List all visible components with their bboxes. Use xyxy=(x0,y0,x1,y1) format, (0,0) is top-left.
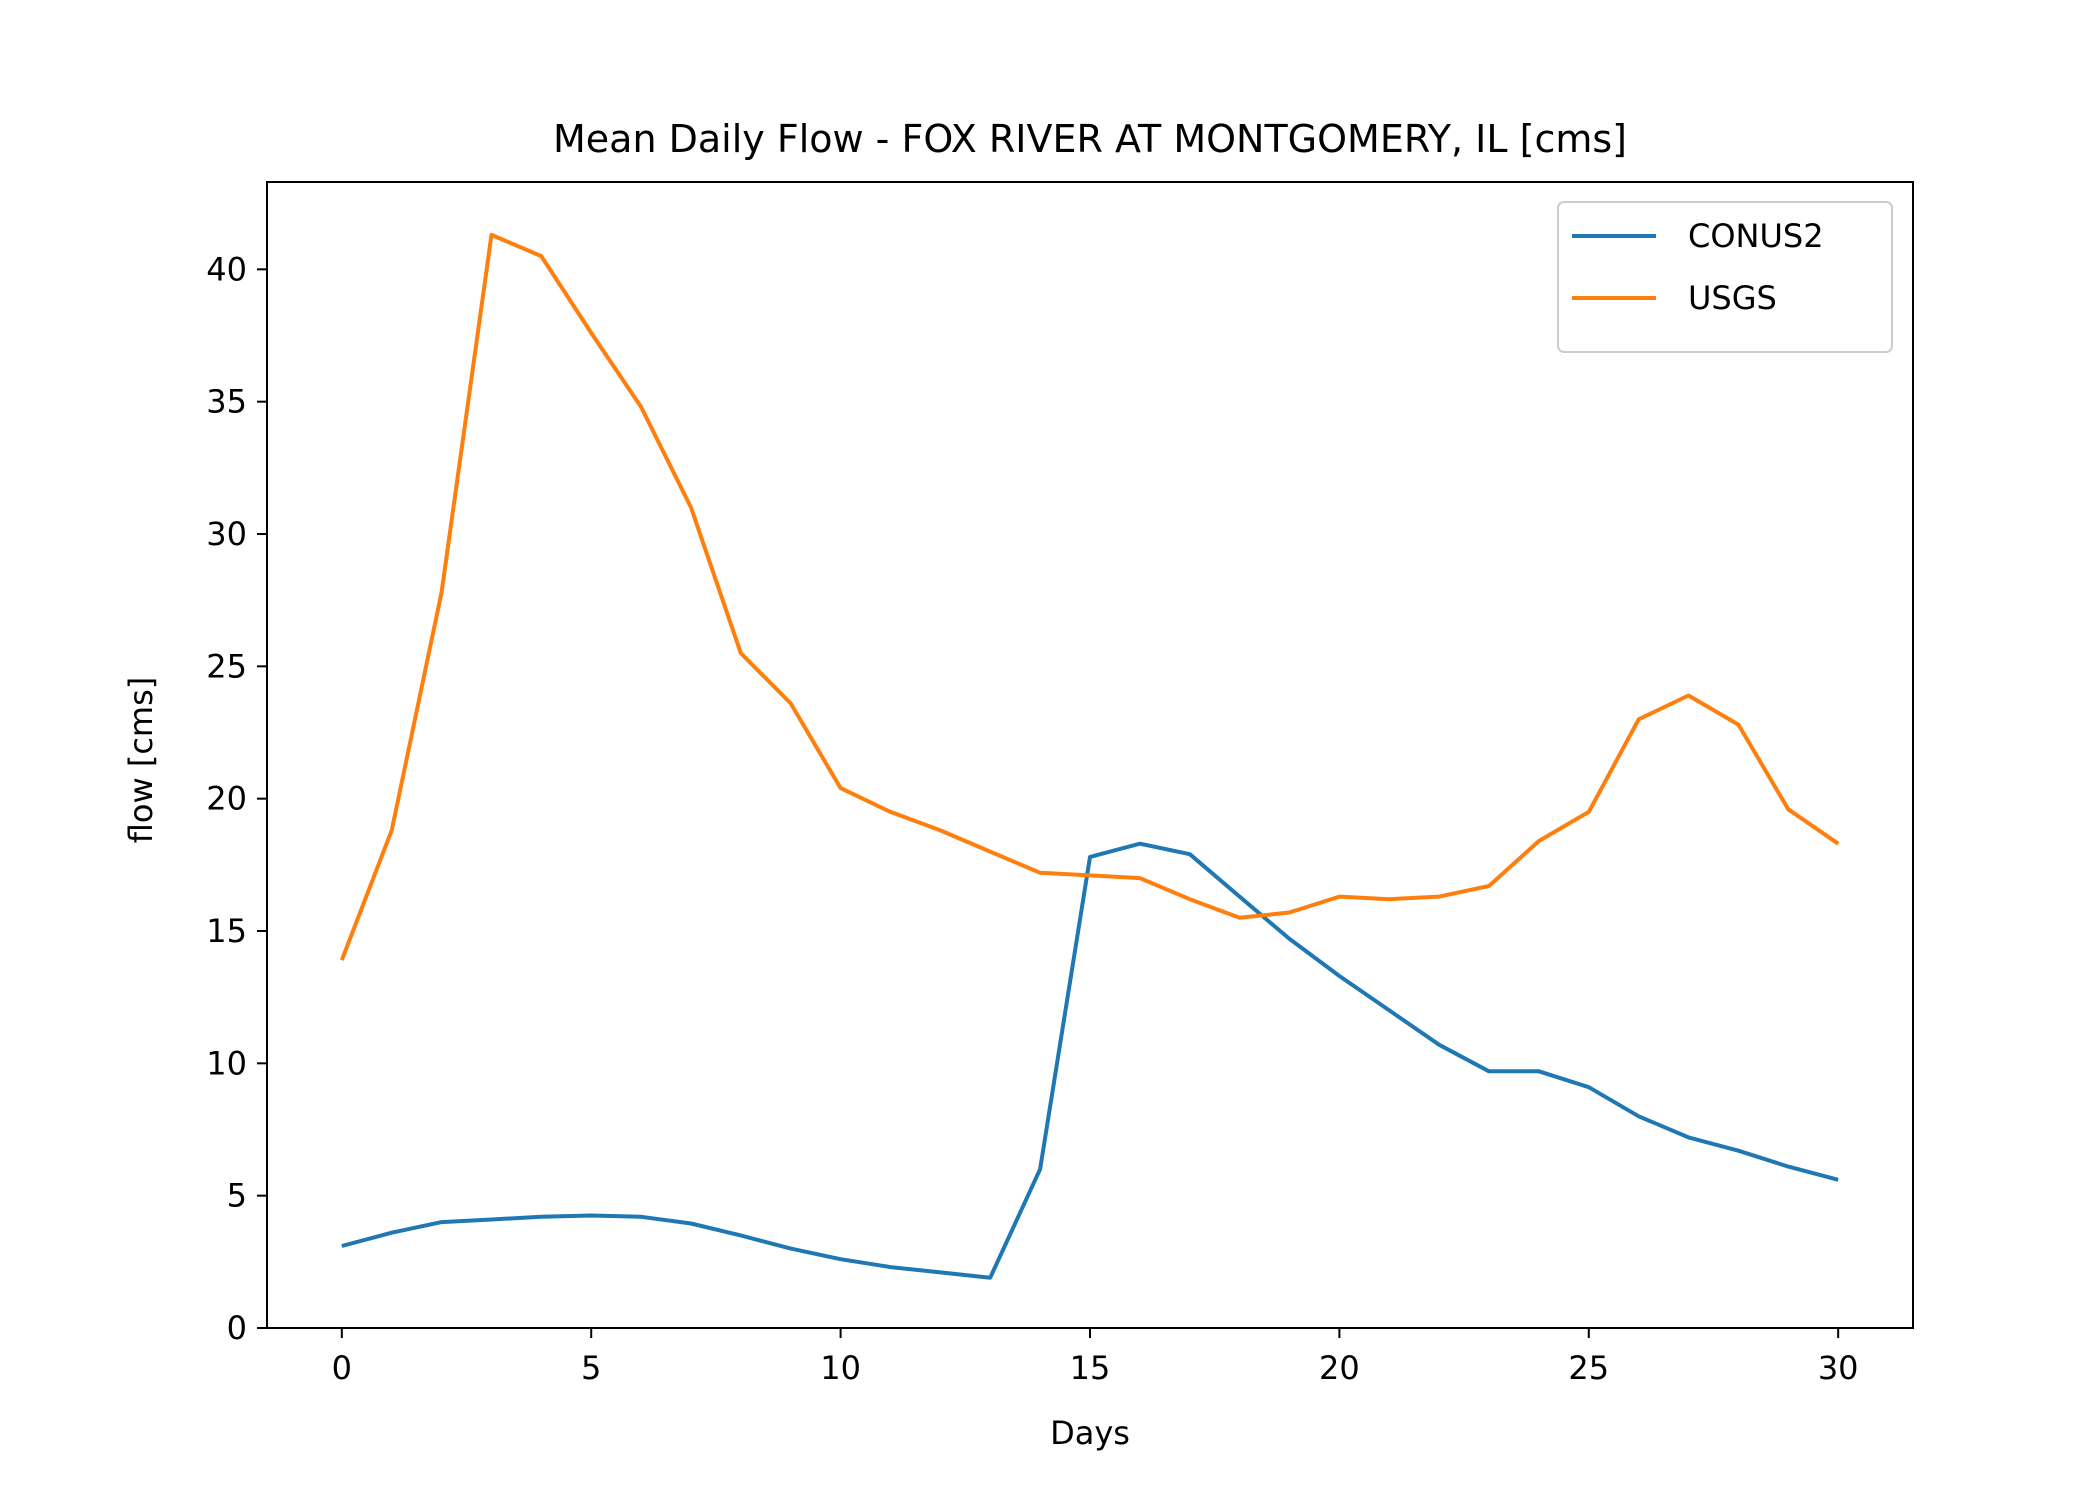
x-tick-label: 5 xyxy=(581,1349,601,1387)
series-line-conus2 xyxy=(341,841,1839,1280)
y-tick-label: 35 xyxy=(206,383,247,421)
legend: CONUS2 USGS xyxy=(1557,201,1893,353)
plot-area xyxy=(339,232,1840,1280)
legend-box xyxy=(1557,201,1893,353)
y-tick-label: 10 xyxy=(206,1044,247,1082)
legend-label-usgs: USGS xyxy=(1688,279,1777,317)
plot-frame xyxy=(266,181,1914,1329)
x-tick-label: 15 xyxy=(1070,1349,1111,1387)
y-tick-label: 30 xyxy=(206,515,247,553)
x-tick-label: 0 xyxy=(332,1349,352,1387)
x-tick-label: 30 xyxy=(1818,1349,1859,1387)
y-axis-label: flow [cms] xyxy=(122,677,160,843)
y-tick-label: 25 xyxy=(206,647,247,685)
series-line-usgs xyxy=(339,232,1840,961)
y-tick-label: 40 xyxy=(206,250,247,288)
x-tick-label: 25 xyxy=(1568,1349,1609,1387)
chart-title: Mean Daily Flow - FOX RIVER AT MONTGOMER… xyxy=(553,117,1627,161)
legend-label-conus2: CONUS2 xyxy=(1688,217,1824,255)
y-tick-label: 15 xyxy=(206,912,247,950)
y-tick-label: 20 xyxy=(206,780,247,818)
x-tick-label: 20 xyxy=(1319,1349,1360,1387)
y-axis: 0 5 10 15 20 25 30 35 40 xyxy=(206,250,267,1347)
x-axis: 0 5 10 15 20 25 30 xyxy=(332,1328,1859,1387)
y-tick-label: 0 xyxy=(227,1309,247,1347)
y-tick-label: 5 xyxy=(227,1177,247,1215)
x-tick-label: 10 xyxy=(820,1349,861,1387)
x-axis-label: Days xyxy=(1050,1414,1130,1452)
